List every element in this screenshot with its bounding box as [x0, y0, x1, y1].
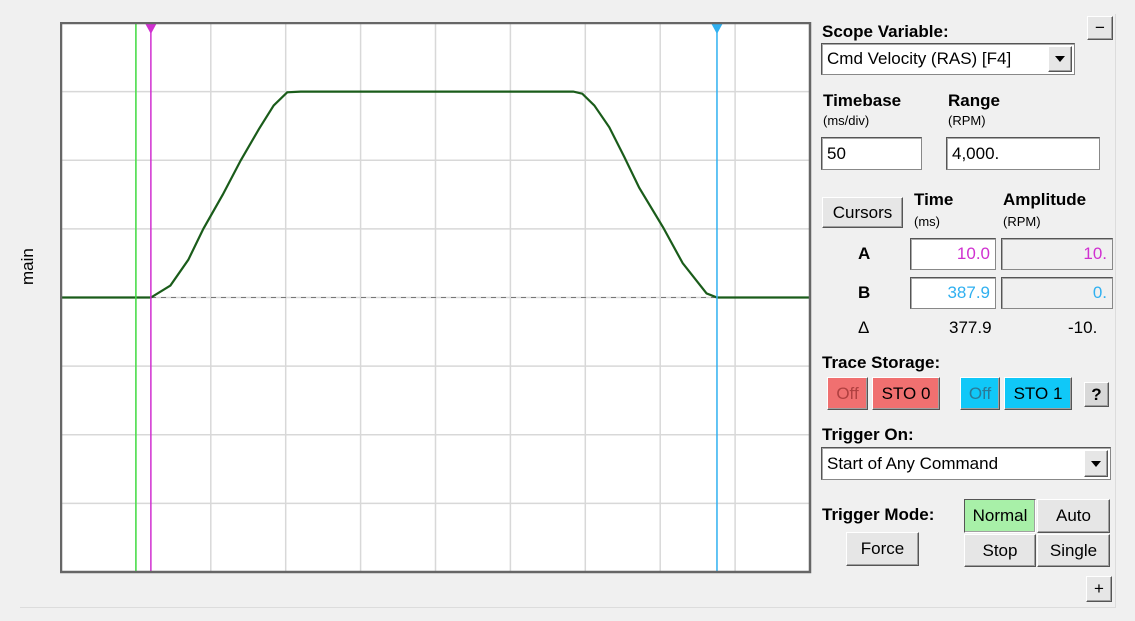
expand-button[interactable]: +	[1086, 576, 1112, 602]
plot-border	[60, 22, 812, 574]
range-input[interactable]: 4,000.	[946, 137, 1100, 170]
range-unit: (RPM)	[948, 113, 986, 128]
delta-label: Δ	[858, 318, 870, 337]
amplitude-label: Amplitude	[1003, 190, 1087, 209]
scope-frame	[20, 14, 1116, 608]
mode-stop-button[interactable]: Stop	[964, 534, 1036, 567]
cursors-button[interactable]: Cursors	[822, 197, 903, 228]
scope-variable-select[interactable]: Cmd Velocity (RAS) [F4]	[821, 43, 1075, 75]
trigger-on-label: Trigger On:	[822, 425, 914, 444]
cursor-a-marker-icon[interactable]	[144, 23, 157, 34]
cursor-b-time-input[interactable]: 387.9	[910, 277, 996, 309]
trigger-on-value: Start of Any Command	[827, 453, 999, 473]
sto1-button[interactable]: STO 1	[1004, 377, 1072, 410]
cursor-a-amplitude: 10.	[1001, 238, 1113, 270]
time-label: Time	[914, 190, 954, 209]
trigger-mode-label: Trigger Mode:	[822, 505, 935, 524]
cursor-b-label: B	[858, 283, 871, 302]
amplitude-unit: (RPM)	[1003, 214, 1041, 229]
chevron-down-icon	[1091, 460, 1101, 467]
range-label: Range	[948, 91, 1000, 110]
help-button[interactable]: ?	[1084, 382, 1109, 407]
scope-variable-value: Cmd Velocity (RAS) [F4]	[827, 49, 1012, 68]
channel-label: main	[18, 248, 37, 285]
sto0-button[interactable]: STO 0	[872, 377, 940, 410]
dropdown-button[interactable]	[1084, 450, 1108, 477]
scope-plot[interactable]	[60, 22, 812, 574]
mode-single-button[interactable]: Single	[1037, 534, 1110, 567]
collapse-button[interactable]: −	[1087, 16, 1113, 40]
sto0-off-button[interactable]: Off	[827, 377, 868, 410]
time-unit: (ms)	[914, 214, 940, 229]
cursor-a-label: A	[858, 244, 871, 263]
velocity-trace	[61, 90, 810, 299]
cursor-a-time-input[interactable]: 10.0	[910, 238, 996, 270]
cursor-b-amplitude: 0.	[1001, 277, 1113, 309]
timebase-unit: (ms/div)	[823, 113, 870, 128]
trace-storage-label: Trace Storage:	[822, 353, 941, 372]
dropdown-button[interactable]	[1048, 46, 1072, 72]
delta-amplitude: -10.	[1068, 318, 1098, 337]
cursor-b-marker-icon[interactable]	[710, 23, 723, 34]
chevron-down-icon	[1055, 56, 1065, 62]
sto1-off-button[interactable]: Off	[960, 377, 1000, 410]
delta-time: 377.9	[949, 318, 992, 337]
mode-normal-button[interactable]: Normal	[964, 499, 1036, 533]
timebase-label: Timebase	[823, 91, 902, 110]
trigger-on-select[interactable]: Start of Any Command	[821, 447, 1111, 480]
mode-auto-button[interactable]: Auto	[1037, 499, 1110, 533]
scope-variable-label: Scope Variable:	[822, 22, 949, 41]
timebase-input[interactable]: 50	[821, 137, 922, 170]
force-button[interactable]: Force	[846, 532, 919, 566]
